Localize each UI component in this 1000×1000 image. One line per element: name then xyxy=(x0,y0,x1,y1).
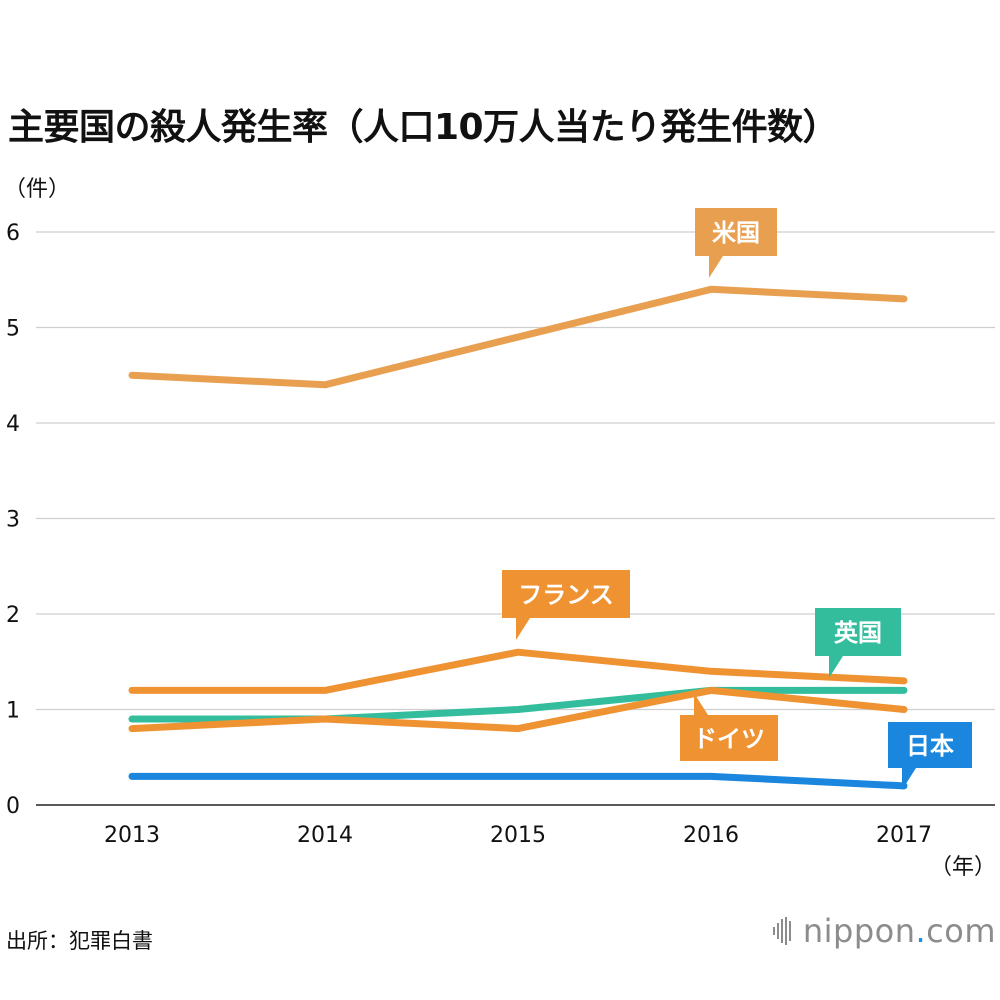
source-note: 出所：犯罪白書 xyxy=(6,929,153,953)
y-tick-label: 0 xyxy=(6,794,20,819)
y-tick-label: 3 xyxy=(6,508,20,533)
series-label: 米国 xyxy=(712,219,760,247)
x-tick-label: 2015 xyxy=(490,823,546,848)
series-line xyxy=(128,648,908,694)
logo-tld: com xyxy=(926,912,996,950)
y-tick-label: 5 xyxy=(6,317,20,342)
series-line xyxy=(128,686,908,733)
chart-title: 主要国の殺人発生率（人口10万人当たり発生件数） xyxy=(8,107,839,148)
publisher-logo: nippon.com xyxy=(772,912,996,950)
y-tick-label: 6 xyxy=(6,221,20,246)
logo-main: nippon xyxy=(802,912,916,950)
y-tick-label: 1 xyxy=(6,699,20,724)
series-label-callout xyxy=(680,693,778,761)
logo-dot: . xyxy=(915,912,927,950)
y-tick-label: 2 xyxy=(6,603,20,628)
series-label: ドイツ xyxy=(693,725,765,753)
x-tick-label: 2014 xyxy=(297,823,353,848)
x-tick-label: 2017 xyxy=(876,823,932,848)
series-label-callout xyxy=(695,208,777,278)
series-label-callout xyxy=(888,722,972,790)
series-label-callout xyxy=(502,570,630,640)
series-label: 英国 xyxy=(834,619,882,647)
x-axis-ticks: 2013 2014 2015 2016 2017 xyxy=(104,823,932,848)
x-axis-unit: （年） xyxy=(930,855,996,880)
x-tick-label: 2016 xyxy=(683,823,739,848)
series-lines xyxy=(128,285,908,790)
series-line xyxy=(128,285,908,389)
series-label: 日本 xyxy=(906,732,954,760)
x-tick-label: 2013 xyxy=(104,823,160,848)
y-tick-label: 4 xyxy=(6,412,20,437)
logo-wordmark: nippon.com xyxy=(803,912,996,950)
series-line xyxy=(128,772,908,790)
nippon-logo-icon xyxy=(772,917,791,945)
series-label: フランス xyxy=(518,581,614,609)
y-axis-unit: （件） xyxy=(4,177,70,202)
y-axis-ticks: 0 1 2 3 4 5 6 xyxy=(6,221,20,819)
series-label-callout xyxy=(815,608,901,678)
